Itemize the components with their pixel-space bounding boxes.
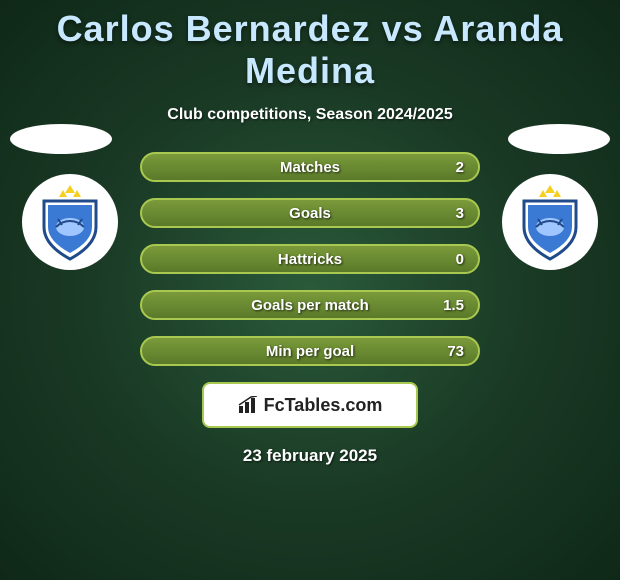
stat-row-hattricks: Hattricks 0 xyxy=(140,244,480,274)
player-oval-left xyxy=(10,124,112,154)
bar-chart-icon xyxy=(238,396,260,414)
stat-label: Goals per match xyxy=(251,297,369,314)
stat-label: Goals xyxy=(289,205,331,222)
stat-label: Matches xyxy=(280,159,340,176)
stat-value: 73 xyxy=(447,343,464,360)
stats-area: Matches 2 Goals 3 Hattricks 0 Goals per … xyxy=(0,152,620,366)
stat-row-goals-per-match: Goals per match 1.5 xyxy=(140,290,480,320)
stat-row-min-per-goal: Min per goal 73 xyxy=(140,336,480,366)
stat-row-goals: Goals 3 xyxy=(140,198,480,228)
brand-text: FcTables.com xyxy=(238,395,383,416)
stat-label: Hattricks xyxy=(278,251,342,268)
brand-box: FcTables.com xyxy=(202,382,418,428)
stat-value: 0 xyxy=(456,251,464,268)
stat-value: 1.5 xyxy=(443,297,464,314)
stat-value: 3 xyxy=(456,205,464,222)
player-oval-right xyxy=(508,124,610,154)
brand-label: FcTables.com xyxy=(264,395,383,416)
stat-row-matches: Matches 2 xyxy=(140,152,480,182)
stat-label: Min per goal xyxy=(266,343,354,360)
subtitle: Club competitions, Season 2024/2025 xyxy=(0,106,620,124)
page-title: Carlos Bernardez vs Aranda Medina xyxy=(0,0,620,92)
date-text: 23 february 2025 xyxy=(0,446,620,466)
stat-value: 2 xyxy=(456,159,464,176)
